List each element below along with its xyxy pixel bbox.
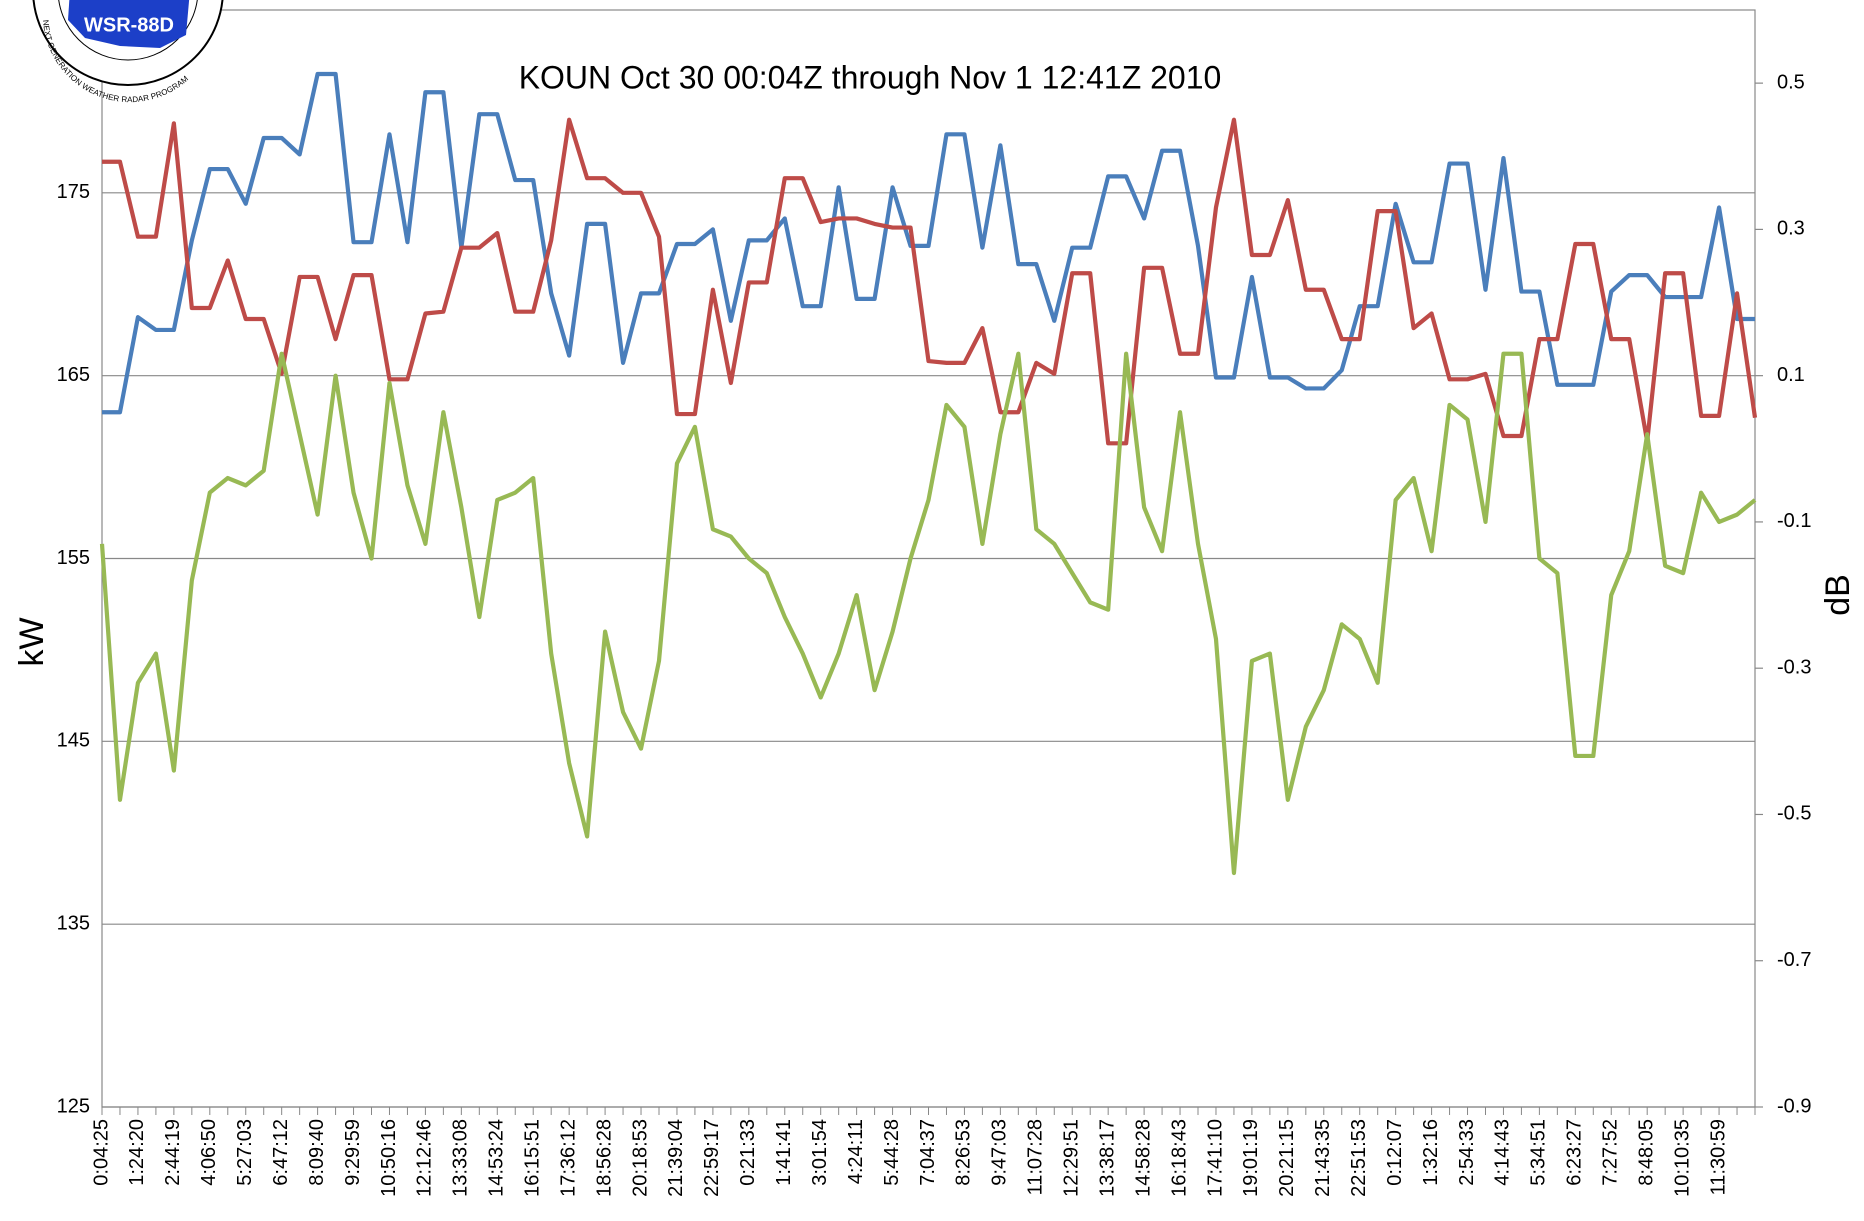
y-axis-label: kW (13, 617, 51, 666)
x-tick-label: 10:10:35 (1671, 1119, 1693, 1197)
x-tick-label: 21:43:35 (1312, 1119, 1334, 1197)
y-tick-label: 135 (57, 912, 90, 934)
x-tick-label: 14:53:24 (486, 1119, 508, 1197)
x-tick-label: 1:32:16 (1420, 1119, 1442, 1186)
x-tick-label: 22:51:53 (1348, 1119, 1370, 1197)
x-tick-label: 16:18:43 (1168, 1119, 1190, 1197)
chart-title: KOUN Oct 30 00:04Z through Nov 1 12:41Z … (519, 59, 1222, 95)
y2-tick-label: -0.1 (1777, 510, 1811, 532)
x-tick-label: 17:36:12 (557, 1119, 579, 1197)
x-tick-label: 20:21:15 (1276, 1119, 1298, 1197)
x-tick-label: 6:47:12 (270, 1119, 292, 1186)
logo: WSR-88D NEXT GENERATION WEATHER RADAR PR… (32, 0, 224, 104)
x-tick-label: 11:07:28 (1025, 1119, 1047, 1195)
x-tick-label: 0:12:07 (1384, 1119, 1406, 1186)
x-tick-label: 0:04:25 (90, 1119, 112, 1186)
x-tick-label: 7:04:37 (917, 1119, 939, 1186)
x-tick-label: 12:29:51 (1061, 1119, 1083, 1197)
x-tick-label: 8:48:05 (1635, 1119, 1657, 1186)
x-tick-label: 18:56:28 (593, 1119, 615, 1197)
x-tick-label: 11:30:59 (1707, 1119, 1729, 1195)
y2-tick-label: 0.1 (1777, 364, 1805, 386)
x-tick-label: 13:33:08 (450, 1119, 472, 1197)
x-tick-label: 22:59:17 (701, 1119, 723, 1197)
x-tick-label: 7:27:52 (1600, 1119, 1622, 1186)
x-tick-label: 0:21:33 (737, 1119, 759, 1186)
y-tick-label: 165 (57, 364, 90, 386)
y2-tick-label: 0.3 (1777, 218, 1805, 240)
y-tick-label: 175 (57, 181, 90, 203)
logo-label: WSR-88D (84, 14, 174, 36)
x-tick-label: 20:18:53 (629, 1119, 651, 1197)
x-tick-label: 8:26:53 (953, 1119, 975, 1186)
y-tick-label: 145 (57, 730, 90, 752)
x-tick-label: 5:27:03 (234, 1119, 256, 1186)
series-line (99, 351, 1757, 876)
x-tick-label: 14:58:28 (1132, 1119, 1154, 1197)
logo-badge (84, 14, 174, 38)
x-tick-label: 9:29:59 (342, 1119, 364, 1186)
series-line (102, 117, 1758, 446)
x-tick-label: 6:23:27 (1564, 1119, 1586, 1186)
series-line (102, 71, 1755, 415)
x-tick-label: 5:34:51 (1528, 1119, 1550, 1186)
y2-tick-label: -0.7 (1777, 949, 1811, 971)
x-tick-label: 8:09:40 (306, 1119, 328, 1186)
x-tick-label: 1:24:20 (126, 1119, 148, 1186)
x-tick-label: 10:50:16 (378, 1119, 400, 1197)
x-tick-label: 21:39:04 (665, 1119, 687, 1197)
y-tick-label: 155 (57, 547, 90, 569)
x-tick-label: 4:24:11 (845, 1119, 867, 1184)
x-tick-label: 4:06:50 (198, 1119, 220, 1186)
x-tick-label: 5:44:28 (881, 1119, 903, 1186)
x-tick-label: 3:01:54 (809, 1119, 831, 1186)
x-tick-label: 19:01:19 (1240, 1119, 1262, 1197)
x-tick-label: 2:44:19 (162, 1119, 184, 1186)
x-tick-label: 2:54:33 (1456, 1119, 1478, 1186)
x-tick-label: 4:14:43 (1492, 1119, 1514, 1186)
y-tick-label: 125 (57, 1095, 90, 1117)
x-tick-label: 1:41:41 (773, 1119, 795, 1186)
x-tick-label: 12:12:46 (414, 1119, 436, 1197)
y2-tick-label: -0.3 (1777, 656, 1811, 678)
x-tick-label: 13:38:17 (1096, 1119, 1118, 1197)
x-tick-label: 17:41:10 (1204, 1119, 1226, 1197)
y2-tick-label: -0.9 (1777, 1095, 1811, 1117)
y2-tick-label: -0.5 (1777, 803, 1811, 825)
x-tick-label: 9:47:03 (989, 1119, 1011, 1186)
y2-tick-label: 0.5 (1777, 71, 1805, 93)
y2-axis-label: dB (1819, 574, 1857, 616)
x-tick-label: 16:15:51 (521, 1119, 543, 1197)
